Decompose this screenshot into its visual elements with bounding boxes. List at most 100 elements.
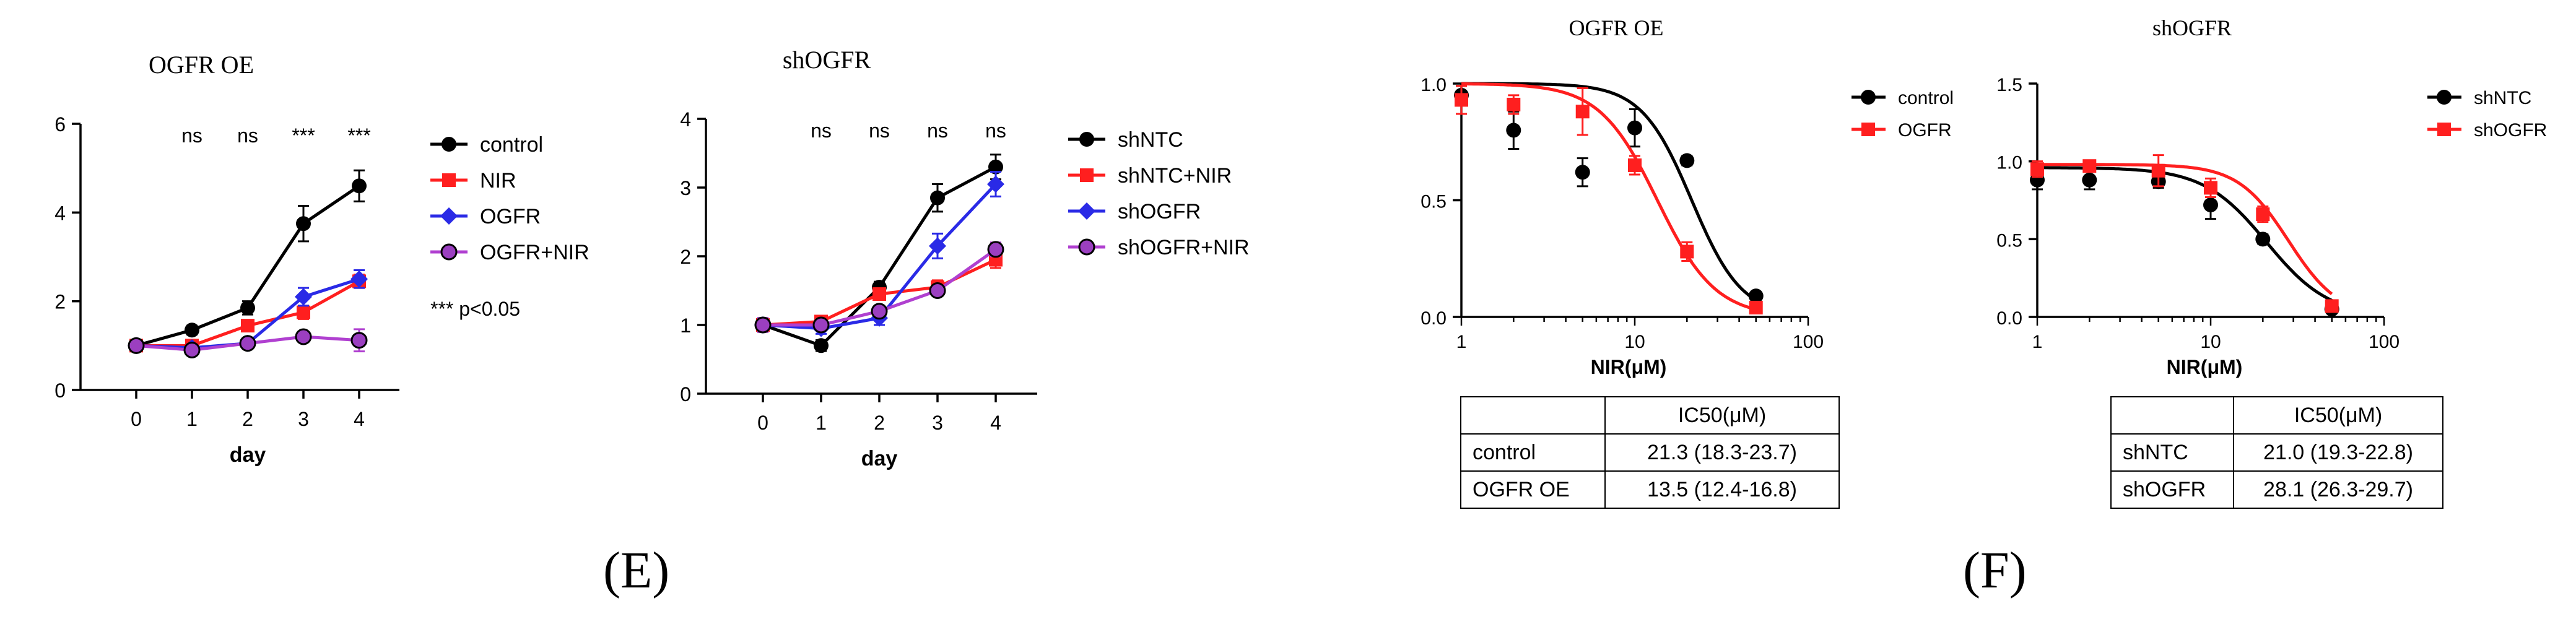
- significance-label: ns: [811, 119, 832, 142]
- ic50-table-row: shOGFR 28.1 (26.3-29.7): [2110, 470, 2443, 509]
- legend-marker: [440, 243, 458, 261]
- data-point-shOGFR: [987, 175, 1004, 193]
- legend-marker: [442, 173, 456, 187]
- significance-label: ns: [237, 124, 258, 147]
- data-point-OGFR: [1455, 93, 1468, 107]
- ic50-table-header-row: IC50(μM): [1460, 396, 1840, 435]
- y-tick-label: 0.0: [1996, 308, 2022, 329]
- ic50-table-corner-cell: [1460, 396, 1606, 435]
- legend-marker: [2437, 123, 2451, 136]
- legend-label: shOGFR+NIR: [1118, 236, 1250, 259]
- x-tick-label: 0: [131, 408, 142, 430]
- ic50-table-header: IC50(μM): [1604, 396, 1840, 435]
- legend-marker: [2437, 90, 2452, 105]
- x-tick-label: 2: [874, 412, 885, 434]
- data-point-NIR: [297, 305, 310, 319]
- ic50-row-label: control: [1460, 433, 1606, 472]
- ic50-table-shogfr: IC50(μM) shNTC 21.0 (19.3-22.8) shOGFR 2…: [2110, 396, 2443, 509]
- chart-title: shOGFR: [783, 46, 871, 74]
- significance-label: ns: [927, 119, 948, 142]
- ic50-row-value: 21.3 (18.3-23.7): [1604, 433, 1840, 472]
- data-point-NIR: [241, 319, 255, 333]
- data-point-shOGFR: [2325, 299, 2339, 313]
- footnote: *** p<0.05: [430, 298, 520, 320]
- legend-marker: [1078, 202, 1095, 220]
- data-point-OGFR: [1749, 300, 1763, 314]
- x-tick-label: 1: [2032, 332, 2043, 352]
- data-point-shOGFR+NIR: [871, 303, 888, 320]
- data-point-shOGFR: [2151, 163, 2165, 178]
- y-tick-label: 1: [680, 314, 691, 337]
- data-point-control: [1506, 123, 1521, 138]
- legend-label: OGFR+NIR: [480, 241, 590, 264]
- data-point-control: [1627, 120, 1642, 136]
- chart-title: OGFR OE: [1569, 15, 1663, 40]
- y-tick-label: 4: [680, 108, 691, 131]
- x-tick-label: 10: [1624, 332, 1645, 352]
- ic50-row-label: shNTC: [2110, 433, 2234, 472]
- x-tick-label: 1: [1456, 332, 1467, 352]
- data-point-control: [352, 178, 367, 194]
- y-tick-label: 2: [54, 291, 66, 313]
- data-point-shOGFR+NIR: [987, 241, 1004, 258]
- fit-curve-shNTC: [2037, 166, 2333, 302]
- x-tick-label: 100: [2369, 332, 2400, 352]
- x-tick-label: 3: [932, 412, 943, 434]
- fit-curve-OGFR: [1461, 82, 1757, 311]
- legend-label: control: [480, 133, 543, 157]
- legend-marker: [1078, 238, 1095, 256]
- data-point-shOGFR+NIR: [812, 316, 830, 334]
- panel-label-e: (E): [603, 542, 670, 599]
- x-axis-label: NIR(μM): [2167, 356, 2243, 378]
- data-point-control: [1575, 165, 1590, 180]
- y-tick-label: 0.5: [1996, 230, 2022, 251]
- legend-marker: [1861, 123, 1875, 136]
- fit-curve-shOGFR: [2037, 163, 2333, 295]
- y-tick-label: 1.0: [1996, 153, 2022, 173]
- legend-marker: [442, 137, 456, 152]
- data-point-shNTC: [2255, 232, 2271, 247]
- data-point-shNTC: [988, 159, 1003, 175]
- data-point-OGFR+NIR: [239, 335, 256, 352]
- legend-marker: [1080, 168, 1094, 182]
- ic50-table-header: IC50(μM): [2233, 396, 2443, 435]
- data-point-shOGFR+NIR: [929, 282, 946, 299]
- data-point-control: [296, 216, 311, 232]
- ic50-row-value: 13.5 (12.4-16.8): [1604, 470, 1840, 509]
- legend-label: OGFR: [480, 205, 541, 228]
- data-point-OGFR+NIR: [183, 342, 201, 358]
- data-point-OGFR: [350, 270, 368, 288]
- x-tick-label: 0: [757, 412, 768, 434]
- legend-label: shNTC+NIR: [1118, 164, 1232, 188]
- ic50-row-label: shOGFR: [2110, 470, 2234, 509]
- y-tick-label: 0: [54, 379, 66, 402]
- data-point-shOGFR: [2256, 207, 2270, 222]
- legend-label: NIR: [480, 169, 516, 193]
- significance-label: ns: [985, 119, 1006, 142]
- ic50-table-row: control 21.3 (18.3-23.7): [1460, 433, 1840, 472]
- y-tick-label: 0.5: [1421, 192, 1447, 212]
- ic50-table-ogfr-oe: IC50(μM) control 21.3 (18.3-23.7) OGFR O…: [1460, 396, 1840, 509]
- legend-label: control: [1898, 88, 1954, 108]
- data-point-control: [185, 322, 199, 338]
- data-point-OGFR: [1680, 245, 1694, 259]
- y-tick-label: 3: [680, 177, 691, 199]
- panel-label-f: (F): [1963, 542, 2027, 599]
- x-tick-label: 2: [242, 408, 253, 430]
- y-tick-label: 0: [680, 383, 691, 405]
- data-point-OGFR+NIR: [128, 337, 145, 354]
- ic50-table-row: OGFR OE 13.5 (12.4-16.8): [1460, 470, 1840, 509]
- x-axis-label: day: [861, 447, 898, 470]
- ic50-row-value: 28.1 (26.3-29.7): [2233, 470, 2443, 509]
- legend-label: shOGFR: [2474, 120, 2547, 141]
- chart-title: OGFR OE: [149, 51, 254, 79]
- ic50-table-header-row: IC50(μM): [2110, 396, 2443, 435]
- legend-marker: [1079, 132, 1094, 147]
- data-point-shOGFR+NIR: [754, 316, 772, 334]
- data-point-OGFR: [295, 288, 312, 306]
- data-point-control: [1679, 153, 1695, 168]
- y-tick-label: 1.0: [1421, 75, 1447, 95]
- data-point-control: [240, 300, 255, 316]
- x-tick-label: 100: [1793, 332, 1824, 352]
